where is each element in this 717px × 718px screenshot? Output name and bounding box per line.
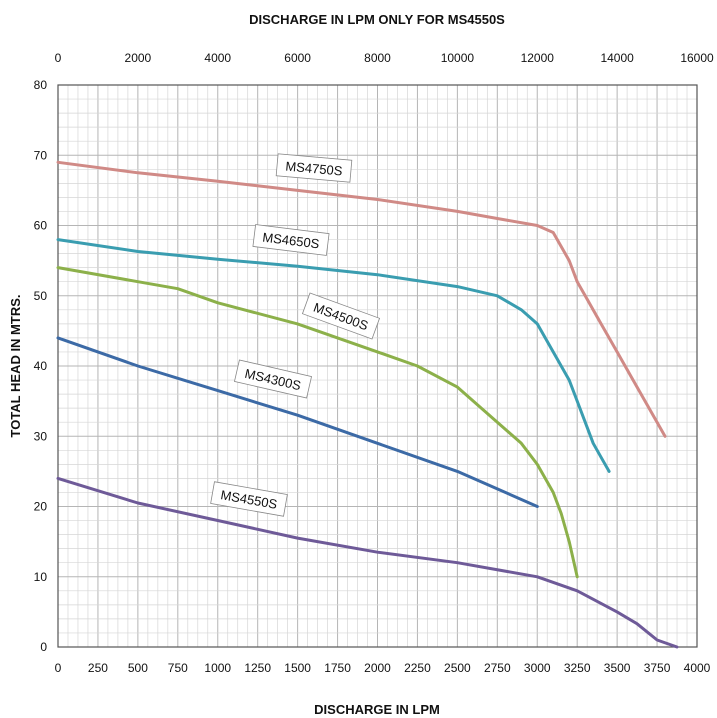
tick-labels: 0 250 500 750 1000 1250 1500 1750 2000 2250 2500 27… — [34, 51, 714, 675]
x-tick-label: 500 — [128, 661, 148, 675]
series-line-ms4500s — [56, 266, 579, 579]
y-tick-label: 60 — [34, 219, 48, 233]
series-line-ms4750s — [56, 160, 667, 438]
y-axis-title: TOTAL HEAD IN MTRS. — [8, 295, 23, 438]
x-tick-label: 0 — [55, 661, 62, 675]
y-tick-label: 70 — [34, 148, 48, 162]
y-tick-label: 80 — [34, 78, 48, 92]
top-x-tick-label: 10000 — [441, 51, 475, 65]
top-x-tick-label: 6000 — [284, 51, 311, 65]
x-tick-label: 3500 — [604, 661, 631, 675]
top-x-tick-label: 12000 — [521, 51, 555, 65]
top-axis-title: DISCHARGE IN LPM ONLY FOR MS4550S — [249, 12, 505, 27]
top-x-tick-label: 4000 — [204, 51, 231, 65]
plot-frame — [57, 84, 698, 648]
x-tick-label: 4000 — [684, 661, 711, 675]
y-tick-label: 50 — [34, 289, 48, 303]
x-tick-label: 3000 — [524, 661, 551, 675]
x-tick-label: 1750 — [324, 661, 351, 675]
series-line-ms4300s — [56, 336, 539, 508]
curve-label-ms4650s: MS4650S — [252, 224, 330, 256]
x-tick-label: 1500 — [284, 661, 311, 675]
x-tick-label: 3250 — [564, 661, 591, 675]
y-tick-label: 10 — [34, 570, 48, 584]
x-axis-title: DISCHARGE IN LPM — [314, 702, 440, 717]
curve-label-text: MS4650S — [262, 230, 321, 252]
x-tick-label: 2500 — [444, 661, 471, 675]
x-tick-label: 3750 — [644, 661, 671, 675]
x-tick-label: 750 — [168, 661, 188, 675]
top-x-tick-label: 8000 — [364, 51, 391, 65]
y-tick-label: 0 — [40, 640, 47, 654]
series-line-ms4550s — [56, 476, 679, 649]
x-tick-label: 1000 — [204, 661, 231, 675]
y-tick-label: 40 — [34, 359, 48, 373]
curve-label-box — [233, 359, 313, 399]
top-x-tick-label: 2000 — [125, 51, 152, 65]
curve-label-ms4750s: MS4750S — [275, 153, 353, 183]
y-tick-label: 20 — [34, 500, 48, 514]
curve-label-box — [210, 481, 288, 517]
curve-label-box — [275, 153, 353, 183]
y-tick-label: 30 — [34, 429, 48, 443]
x-tick-label: 1250 — [244, 661, 271, 675]
top-x-tick-label: 14000 — [600, 51, 634, 65]
series-line-ms4650s — [56, 238, 611, 473]
top-x-tick-label: 0 — [55, 51, 62, 65]
x-tick-label: 250 — [88, 661, 108, 675]
series-group — [56, 160, 679, 649]
x-tick-label: 2000 — [364, 661, 391, 675]
curve-label-box — [301, 292, 381, 340]
x-tick-label: 2250 — [404, 661, 431, 675]
curve-label-box — [252, 224, 330, 256]
x-tick-label: 2750 — [484, 661, 511, 675]
curve-label-text: MS4750S — [285, 159, 344, 179]
gridlines — [57, 84, 698, 648]
top-x-tick-label: 16000 — [680, 51, 714, 65]
